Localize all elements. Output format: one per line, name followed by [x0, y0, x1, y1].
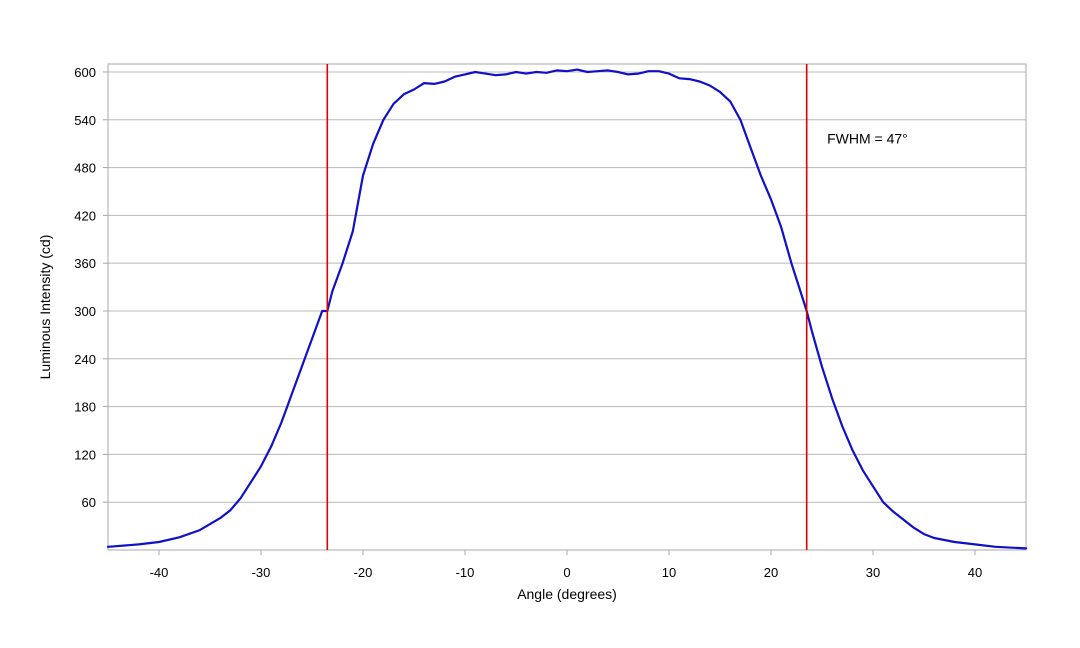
fwhm-annotation-0: FWHM = 47°: [827, 131, 908, 147]
y-tick-label-4: 300: [74, 304, 96, 319]
x-tick-label-4: 0: [563, 565, 570, 580]
marker-layer: [326, 64, 808, 550]
x-tick-label-5: 10: [662, 565, 676, 580]
series-line-0: [106, 68, 1028, 550]
x-tick-label-7: 30: [866, 565, 880, 580]
y-axis-title: Luminous Intensity (cd): [37, 235, 53, 380]
x-tick-label-2: -20: [354, 565, 373, 580]
x-axis-ticks: -40 -30 -20 -10 0 10 20 30 40: [150, 550, 982, 580]
x-tick-label-6: 20: [764, 565, 778, 580]
y-tick-label-7: 480: [74, 161, 96, 176]
y-tick-label-0: 60: [82, 495, 96, 510]
grid-layer: [108, 71, 1026, 503]
x-tick-label-8: 40: [968, 565, 982, 580]
y-tick-label-3: 240: [74, 352, 96, 367]
y-tick-label-8: 540: [74, 113, 96, 128]
series-layer: [106, 68, 1028, 550]
x-tick-label-0: -40: [150, 565, 169, 580]
y-tick-label-2: 180: [74, 400, 96, 415]
y-tick-label-6: 420: [74, 208, 96, 223]
x-tick-label-3: -10: [456, 565, 475, 580]
x-axis-title: Angle (degrees): [517, 586, 617, 602]
y-tick-label-9: 600: [74, 65, 96, 80]
y-axis-ticks: 60 120 180 240 300 360 420 480 540 600: [74, 65, 108, 510]
annotation-layer: FWHM = 47°: [827, 131, 908, 147]
x-tick-label-1: -30: [252, 565, 271, 580]
y-tick-label-1: 120: [74, 447, 96, 462]
y-tick-label-5: 360: [74, 256, 96, 271]
